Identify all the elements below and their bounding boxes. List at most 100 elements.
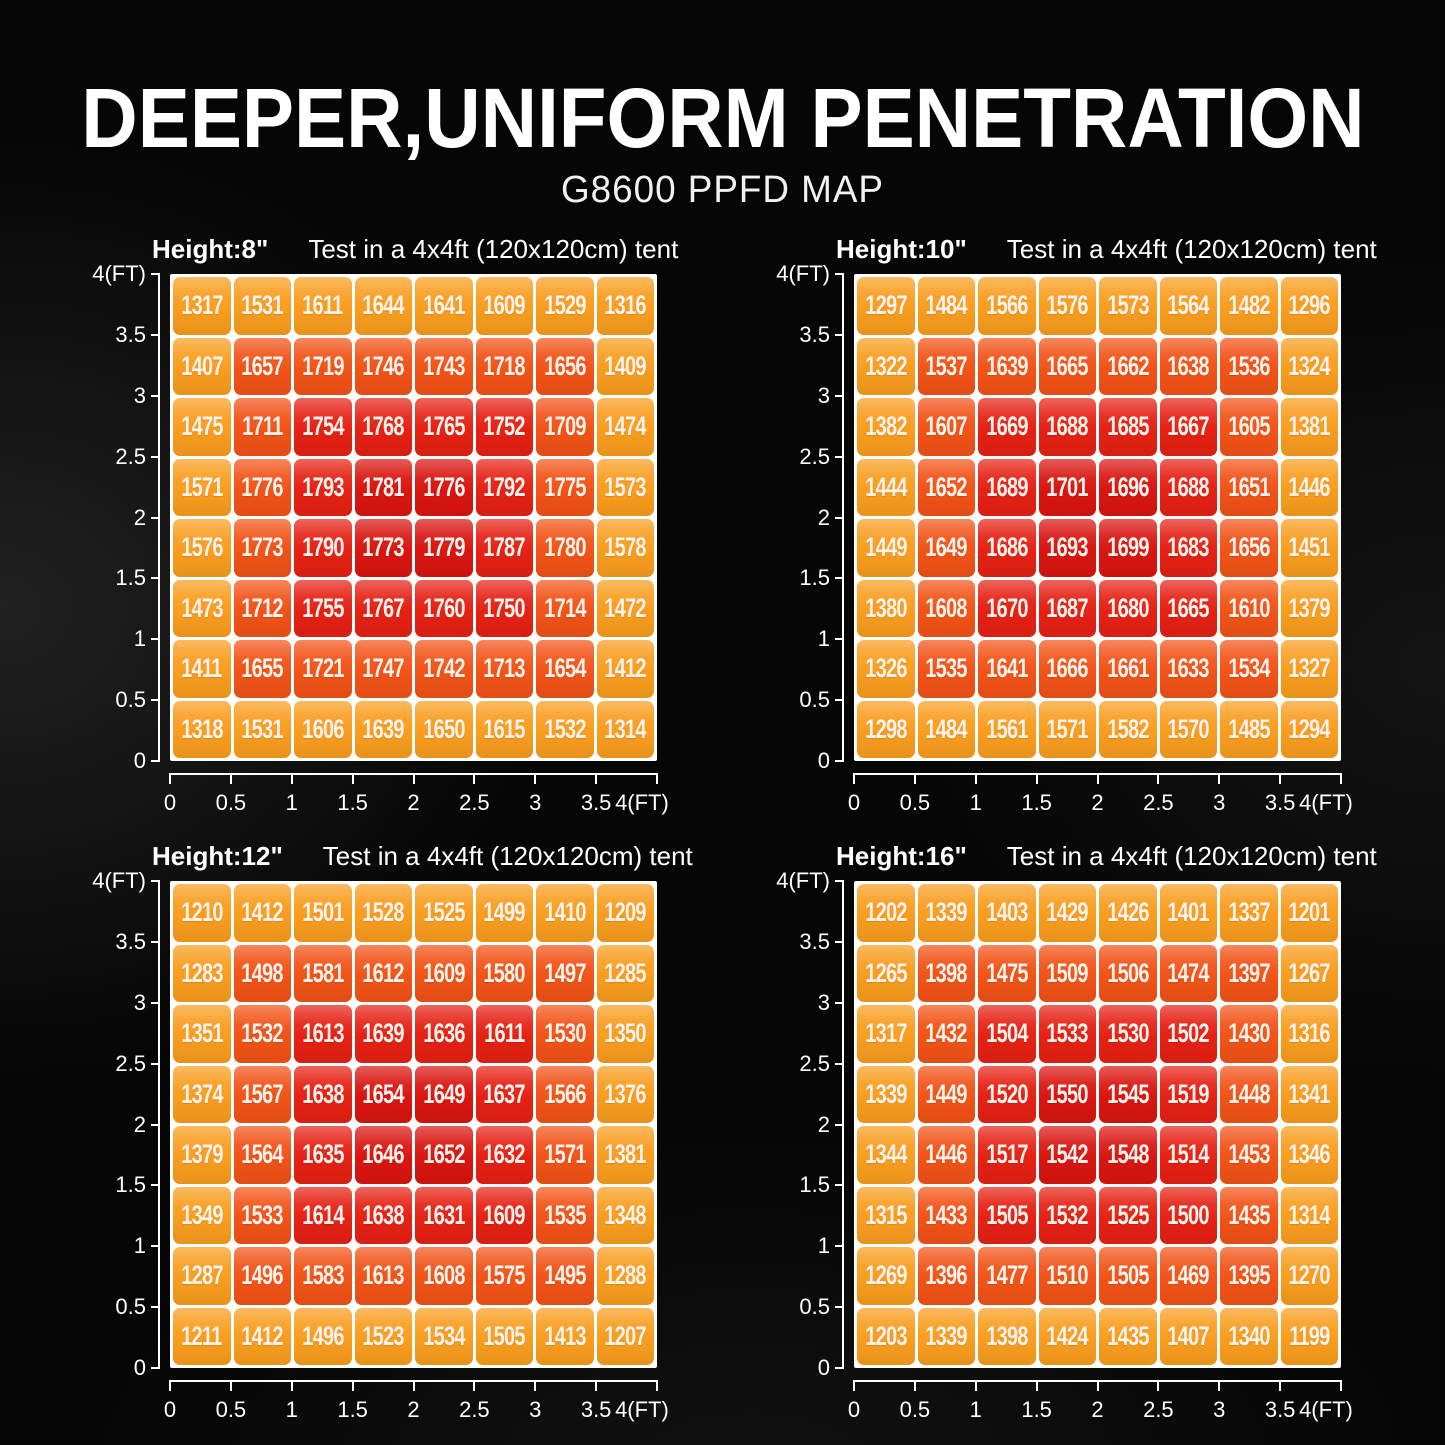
- ppfd-cell: 1614: [294, 1186, 352, 1244]
- y-axis-tick-label: 3: [133, 382, 146, 408]
- ppfd-cell: 1661: [1099, 640, 1157, 698]
- x-axis-tick-label: 1.5: [337, 1397, 368, 1422]
- ppfd-cell: 1747: [354, 640, 412, 698]
- ppfd-value: 1326: [864, 653, 907, 684]
- ppfd-value: 1696: [1106, 471, 1149, 502]
- ppfd-value: 1649: [422, 1078, 465, 1109]
- y-axis-tick: [151, 1062, 160, 1065]
- y-axis-tick-label: 4(FT): [92, 868, 146, 893]
- y-axis-tick: [151, 1123, 160, 1126]
- ppfd-value: 1500: [1167, 1199, 1209, 1230]
- ppfd-cell: 1718: [475, 337, 533, 395]
- ppfd-value: 1535: [925, 653, 967, 684]
- y-axis-tick: [151, 516, 160, 519]
- x-axis-tick: [412, 1380, 415, 1391]
- ppfd-value: 1453: [1227, 1139, 1270, 1170]
- ppfd-value: 1670: [985, 592, 1028, 623]
- ppfd-cell: 1296: [1280, 277, 1338, 335]
- ppfd-value: 1608: [925, 592, 967, 623]
- ppfd-value: 1349: [180, 1199, 223, 1230]
- ppfd-value: 1650: [422, 713, 465, 744]
- ppfd-value: 1496: [241, 1260, 283, 1291]
- ppfd-cell: 1318: [173, 700, 231, 758]
- ppfd-cell: 1269: [857, 1247, 915, 1305]
- ppfd-value: 1327: [1288, 653, 1330, 684]
- ppfd-cell: 1606: [294, 700, 352, 758]
- ppfd-cell: 1532: [1038, 1186, 1096, 1244]
- y-axis-tick: [151, 760, 160, 762]
- ppfd-cell: 1639: [354, 700, 412, 758]
- ppfd-cell: 1576: [173, 519, 231, 577]
- ppfd-value: 1613: [301, 1018, 344, 1049]
- x-axis: 0 0.5 1 1.5 2 2.5 3 3.5 4(FT): [848, 773, 1353, 819]
- ppfd-value: 1374: [180, 1078, 223, 1109]
- ppfd-cell: 1685: [1099, 398, 1157, 456]
- ppfd-cell: 1202: [857, 884, 915, 942]
- ppfd-value: 1380: [864, 592, 907, 623]
- ppfd-cell: 1651: [1220, 458, 1278, 516]
- chart-body: 4(FT) 3.5 3 2.5 2 1.5 1 0.5 0 1297 1484 1566 1576 157…: [776, 261, 1341, 773]
- ppfd-cell: 1407: [1159, 1307, 1217, 1365]
- ppfd-value: 1755: [301, 592, 344, 623]
- ppfd-cell: 1792: [475, 458, 533, 516]
- x-axis-tick-label: 3.5: [1264, 790, 1296, 815]
- ppfd-cell: 1398: [917, 944, 975, 1002]
- ppfd-cell: 1449: [917, 1065, 975, 1123]
- ppfd-value: 1573: [604, 471, 646, 502]
- ppfd-value: 1611: [302, 290, 344, 321]
- ppfd-value: 1655: [241, 653, 283, 684]
- ppfd-value: 1571: [543, 1139, 586, 1170]
- x-axis-tick: [229, 773, 232, 784]
- ppfd-cell: 1473: [173, 579, 231, 637]
- ppfd-cell: 1525: [415, 884, 473, 942]
- ppfd-value: 1294: [1288, 713, 1330, 744]
- ppfd-value: 1474: [1167, 957, 1209, 988]
- ppfd-value: 1654: [362, 1078, 404, 1109]
- ppfd-value: 1781: [362, 471, 404, 502]
- ppfd-cell: 1754: [294, 398, 352, 456]
- ppfd-value: 1298: [864, 713, 907, 744]
- ppfd-cell: 1474: [1159, 944, 1217, 1002]
- ppfd-value: 1401: [1167, 897, 1209, 928]
- ppfd-cell: 1767: [354, 579, 412, 637]
- ppfd-cell: 1482: [1220, 277, 1278, 335]
- x-axis-tick-label: 0.5: [215, 1397, 247, 1422]
- ppfd-cell: 1531: [233, 700, 291, 758]
- ppfd-cell: 1469: [1159, 1247, 1217, 1305]
- ppfd-value: 1505: [483, 1320, 525, 1351]
- ppfd-cell: 1327: [1280, 640, 1338, 698]
- ppfd-cell: 1314: [596, 700, 654, 758]
- y-axis-tick-label: 2.5: [799, 1050, 830, 1076]
- ppfd-value: 1339: [925, 897, 967, 928]
- ppfd-cell: 1315: [857, 1186, 915, 1244]
- ppfd-cell: 1773: [233, 519, 291, 577]
- ppfd-cell: 1429: [1038, 884, 1096, 942]
- x-axis-tick: [1035, 1380, 1038, 1391]
- ppfd-cell: 1613: [354, 1247, 412, 1305]
- ppfd-value: 1680: [1106, 592, 1149, 623]
- ppfd-cell: 1641: [415, 277, 473, 335]
- ppfd-cell: 1712: [233, 579, 291, 637]
- ppfd-cell: 1535: [917, 640, 975, 698]
- ppfd-cell: 1545: [1099, 1065, 1157, 1123]
- ppfd-value: 1382: [864, 411, 907, 442]
- ppfd-value: 1714: [543, 592, 586, 623]
- ppfd-value: 1713: [483, 653, 525, 684]
- ppfd-cell: 1532: [233, 1005, 291, 1063]
- y-axis-tick-label: 3: [133, 989, 146, 1015]
- y-axis-tick: [835, 1123, 844, 1126]
- y-axis-tick: [151, 1306, 160, 1309]
- ppfd-value: 1426: [1106, 897, 1149, 928]
- ppfd-value: 1424: [1046, 1320, 1088, 1351]
- ppfd-cell: 1500: [1159, 1186, 1217, 1244]
- ppfd-value: 1583: [301, 1260, 344, 1291]
- ppfd-value: 1646: [362, 1139, 404, 1170]
- y-axis-tick-label: 0.5: [799, 1294, 830, 1320]
- ppfd-value: 1776: [241, 471, 283, 502]
- x-axis-tick-label: 3: [529, 790, 542, 815]
- ppfd-cell: 1449: [857, 519, 915, 577]
- chart-body: 4(FT) 3.5 3 2.5 2 1.5 1 0.5 0 1210 1412 1501 1528 152…: [92, 868, 657, 1380]
- ppfd-cell: 1350: [596, 1005, 654, 1063]
- ppfd-value: 1413: [543, 1320, 586, 1351]
- ppfd-value: 1411: [181, 653, 223, 684]
